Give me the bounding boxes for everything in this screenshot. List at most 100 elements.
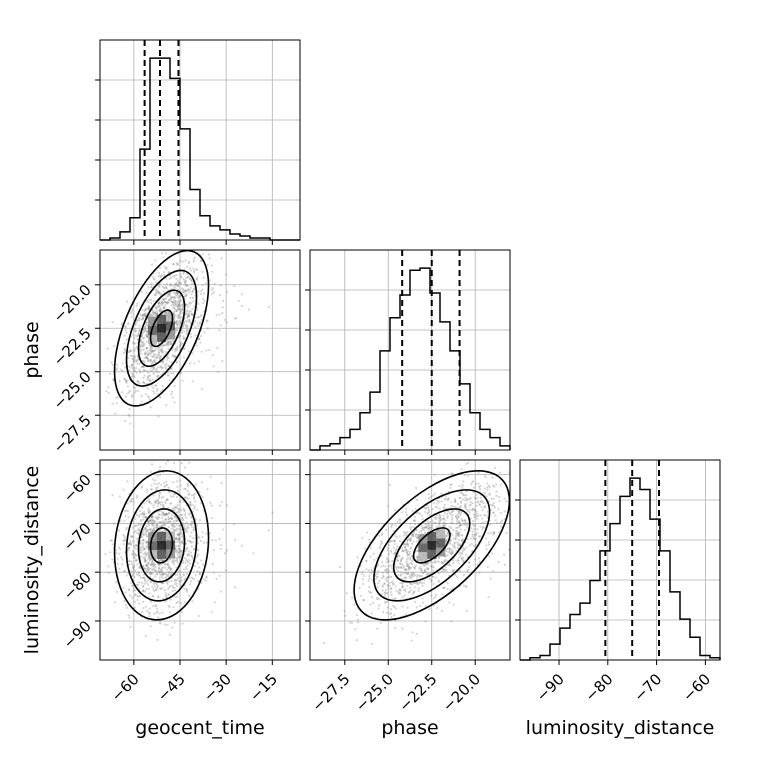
sample-point bbox=[123, 570, 126, 573]
sample-point bbox=[149, 563, 152, 566]
sample-point bbox=[502, 553, 506, 556]
sample-point bbox=[176, 284, 179, 288]
density-cell bbox=[157, 332, 167, 342]
sample-point bbox=[428, 577, 431, 581]
sample-point bbox=[133, 375, 136, 378]
sample-point bbox=[124, 539, 127, 542]
sample-point bbox=[147, 357, 150, 360]
sample-point bbox=[474, 497, 477, 501]
sample-point bbox=[446, 554, 449, 557]
sample-point bbox=[450, 511, 453, 514]
sample-point bbox=[457, 510, 460, 514]
sample-point bbox=[453, 498, 457, 501]
sample-point bbox=[187, 314, 190, 317]
sample-point bbox=[442, 567, 445, 570]
sample-point bbox=[133, 556, 136, 559]
sample-point bbox=[150, 354, 153, 358]
sample-point bbox=[149, 600, 152, 604]
sample-point bbox=[165, 513, 168, 516]
sample-point bbox=[132, 566, 135, 569]
sample-point bbox=[167, 347, 170, 350]
sample-point bbox=[160, 300, 163, 303]
sample-point bbox=[151, 309, 154, 312]
sample-point bbox=[132, 552, 135, 555]
sample-point bbox=[151, 524, 154, 527]
sample-point bbox=[412, 532, 415, 535]
sample-point bbox=[112, 522, 116, 525]
sample-point bbox=[154, 384, 157, 387]
sample-point bbox=[178, 542, 182, 545]
sample-point bbox=[183, 527, 187, 531]
sample-point bbox=[442, 568, 445, 571]
sample-point bbox=[445, 549, 448, 552]
sample-point bbox=[130, 310, 133, 313]
sample-point bbox=[189, 500, 192, 503]
sample-point bbox=[174, 559, 177, 562]
sample-point bbox=[142, 510, 146, 513]
sample-point bbox=[398, 592, 402, 595]
sample-point bbox=[424, 526, 427, 529]
sample-point bbox=[180, 550, 183, 553]
sample-point bbox=[208, 257, 211, 260]
sample-point bbox=[421, 571, 424, 574]
sample-point bbox=[167, 271, 170, 274]
sample-point bbox=[185, 293, 189, 297]
panel-frame bbox=[99, 459, 301, 661]
sample-point bbox=[479, 514, 482, 517]
sample-point bbox=[478, 571, 481, 574]
sample-point bbox=[434, 522, 437, 525]
sample-point bbox=[372, 601, 375, 605]
sample-point bbox=[139, 576, 142, 579]
sample-point bbox=[149, 345, 152, 348]
sample-point bbox=[175, 537, 178, 540]
sample-point bbox=[442, 587, 445, 590]
sample-point bbox=[181, 308, 184, 311]
sample-point bbox=[157, 342, 160, 345]
sample-point bbox=[181, 329, 184, 332]
sample-point bbox=[141, 365, 144, 369]
density-cell bbox=[427, 531, 437, 541]
sample-point bbox=[156, 347, 159, 351]
sample-point bbox=[152, 519, 155, 523]
sample-point bbox=[154, 569, 157, 573]
sample-point bbox=[120, 556, 123, 559]
sample-point bbox=[379, 621, 382, 625]
sample-point bbox=[145, 559, 148, 562]
sample-point bbox=[429, 496, 432, 499]
sample-point bbox=[151, 349, 154, 352]
sample-point bbox=[132, 342, 135, 345]
sample-point bbox=[177, 511, 180, 514]
sample-point bbox=[180, 276, 183, 279]
sample-point bbox=[377, 569, 380, 573]
sample-point bbox=[386, 606, 389, 609]
sample-point bbox=[123, 537, 127, 540]
sample-point bbox=[159, 622, 162, 625]
sample-point bbox=[148, 511, 151, 514]
sample-point bbox=[149, 343, 152, 347]
sample-point bbox=[159, 587, 162, 590]
sample-point bbox=[159, 563, 162, 566]
sample-point bbox=[156, 499, 159, 502]
sample-point bbox=[135, 359, 138, 363]
sample-point bbox=[127, 516, 130, 519]
sample-point bbox=[187, 314, 191, 317]
sample-point bbox=[219, 284, 222, 287]
sample-point bbox=[394, 542, 397, 546]
sample-point bbox=[385, 576, 389, 579]
sample-point bbox=[173, 595, 176, 598]
sample-point bbox=[123, 535, 126, 538]
sample-point bbox=[388, 581, 392, 584]
sample-point bbox=[428, 572, 431, 575]
sample-point bbox=[173, 354, 176, 357]
sample-point bbox=[169, 298, 172, 301]
sample-point bbox=[191, 290, 194, 293]
sample-point bbox=[131, 553, 134, 557]
sample-point bbox=[158, 612, 162, 615]
sample-point bbox=[165, 277, 168, 280]
sample-point bbox=[129, 543, 133, 546]
sample-point bbox=[158, 308, 161, 311]
sample-point bbox=[473, 536, 476, 539]
sample-point bbox=[142, 565, 145, 568]
sample-point bbox=[147, 376, 150, 379]
sample-point bbox=[133, 594, 137, 597]
